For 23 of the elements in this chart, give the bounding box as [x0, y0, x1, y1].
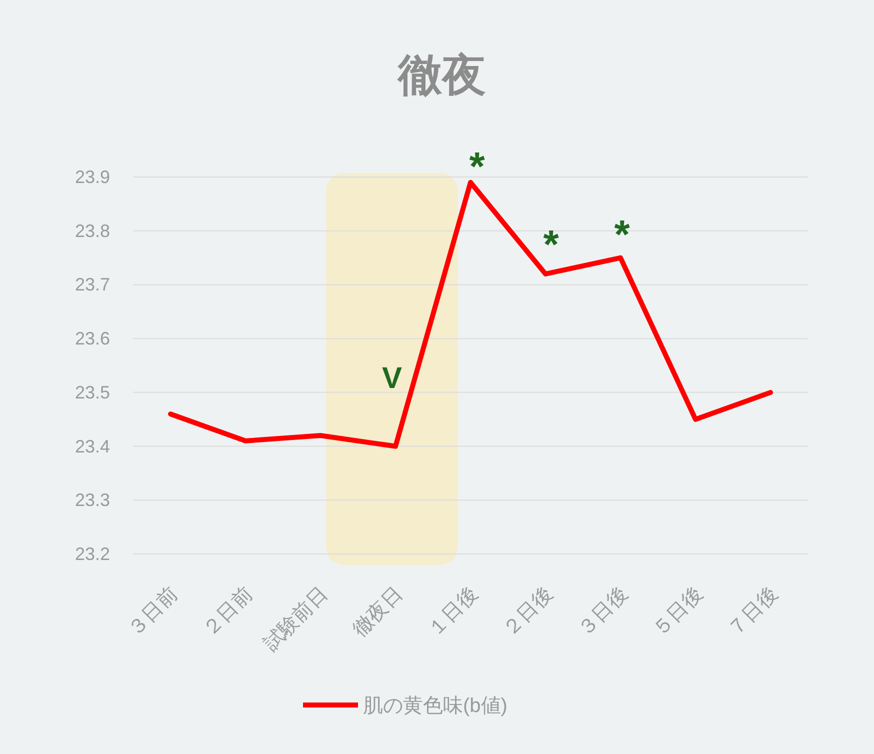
x-tick-label: 試験前日	[260, 582, 332, 656]
annotation: *	[614, 213, 630, 257]
chart-title: 徹夜	[397, 51, 486, 100]
y-tick-label: 23.9	[74, 167, 110, 187]
legend-label: 肌の黄色味(b値)	[363, 695, 508, 717]
y-tick-label: 23.6	[74, 328, 110, 349]
y-tick-label: 23.7	[74, 274, 110, 295]
y-tick-label: 23.8	[74, 220, 110, 241]
annotation: *	[543, 223, 560, 267]
y-tick-label: 23.3	[74, 490, 110, 510]
y-tick-label: 23.5	[74, 382, 110, 402]
annotation: *	[469, 145, 486, 189]
x-tick-label: 徹夜日	[349, 582, 408, 641]
x-tick-label: ２日後	[499, 582, 558, 641]
y-tick-label: 23.4	[74, 436, 110, 456]
x-tick-label: ３日後	[574, 582, 632, 641]
x-tick-label: ７日後	[724, 582, 782, 641]
x-tick-label: ５日後	[649, 582, 708, 641]
x-tick-label: ３日前	[124, 582, 182, 641]
x-tick-label: １日後	[424, 582, 482, 641]
y-tick-label: 23.2	[74, 544, 110, 564]
annotation: V	[382, 362, 402, 395]
x-tick-label: ２日前	[199, 582, 258, 641]
